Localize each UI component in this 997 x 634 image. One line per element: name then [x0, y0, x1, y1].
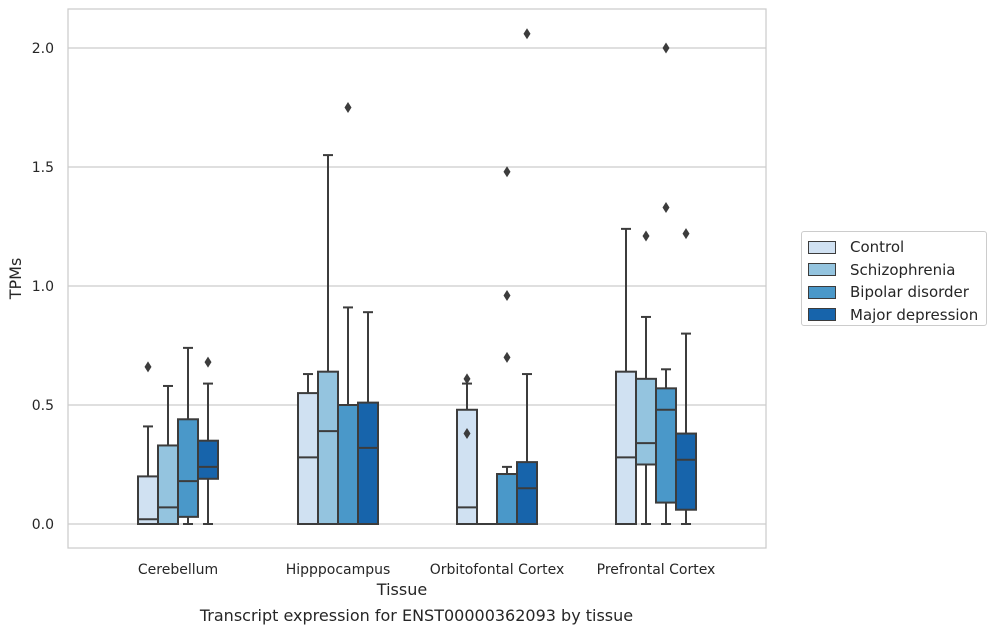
legend-label: Control: [850, 238, 905, 257]
outlier-marker: [463, 373, 471, 385]
outlier-marker: [662, 201, 670, 213]
x-axis-title: Tissue: [376, 580, 427, 599]
box-iqr: [357, 401, 379, 525]
box-iqr: [197, 439, 219, 480]
box-bipolar-disorder: [177, 346, 199, 525]
box-control: [297, 373, 319, 525]
box-iqr: [615, 370, 637, 525]
legend-item: Major depression: [808, 304, 986, 327]
box-schizophrenia: [635, 230, 657, 525]
box-iqr: [317, 370, 339, 525]
outlier-marker: [523, 28, 531, 40]
box-control: [456, 373, 478, 526]
outlier-marker: [463, 428, 471, 440]
y-tick-label: 2.0: [32, 41, 54, 57]
box-schizophrenia: [157, 384, 179, 525]
outlier-marker: [144, 361, 152, 373]
legend-label: Major depression: [850, 305, 979, 324]
outlier-marker: [642, 230, 650, 242]
box-major-depression: [675, 228, 697, 525]
outlier-marker: [204, 356, 212, 368]
outlier-marker: [344, 102, 352, 113]
legend-swatch: [808, 308, 836, 322]
box-control: [615, 227, 637, 525]
box-iqr: [635, 377, 657, 466]
box-major-depression: [197, 356, 219, 525]
box-iqr: [516, 461, 538, 525]
box-iqr: [675, 432, 697, 511]
legend-swatch: [808, 263, 836, 277]
x-tick-label: Orbitofontal Cortex: [430, 562, 565, 578]
box-iqr: [137, 475, 159, 525]
x-axis-ticks: Cerebellum Hipppocampus Orbitofontal Corte…: [138, 562, 715, 578]
figure-caption: Transcript expression for ENST0000036209…: [199, 606, 634, 625]
y-tick-label: 1.5: [32, 160, 54, 176]
box-iqr: [157, 444, 179, 525]
box-major-depression: [516, 28, 538, 525]
y-axis-title: TPMs: [6, 258, 25, 301]
box-bipolar-disorder: [496, 166, 518, 525]
outlier-marker: [503, 166, 511, 178]
outlier-marker: [682, 228, 690, 240]
box-iqr: [456, 408, 478, 526]
legend-swatch: [808, 240, 836, 254]
outlier-marker: [503, 351, 511, 363]
box-bipolar-disorder: [655, 42, 677, 525]
box-iqr: [297, 392, 319, 525]
box-bipolar-disorder: [337, 102, 359, 525]
box-iqr: [655, 387, 677, 504]
box-control: [137, 361, 159, 525]
plot-area-frame: [67, 8, 767, 549]
x-tick-label: Hipppocampus: [286, 562, 391, 578]
y-tick-label: 0.5: [32, 398, 54, 414]
box-iqr: [496, 473, 518, 525]
outlier-marker: [503, 290, 511, 302]
box-major-depression: [357, 311, 379, 525]
legend: Control Schizophrenia Bipolar disorder Majo…: [801, 231, 987, 326]
boxes: [137, 28, 697, 526]
legend-label: Schizophrenia: [850, 260, 956, 279]
x-tick-label: Cerebellum: [138, 562, 218, 578]
y-axis-ticks: 0.0 0.5 1.0 1.5 2.0: [32, 41, 54, 533]
legend-label: Bipolar disorder: [850, 283, 969, 302]
x-tick-label: Prefrontal Cortex: [597, 562, 716, 578]
legend-item: Schizophrenia: [808, 259, 986, 282]
outlier-marker: [662, 42, 670, 54]
box-iqr: [337, 404, 359, 525]
y-tick-label: 1.0: [32, 279, 54, 295]
box-schizophrenia: [317, 154, 339, 525]
y-tick-label: 0.0: [32, 517, 54, 533]
legend-item: Bipolar disorder: [808, 281, 986, 304]
legend-item: Control: [808, 236, 986, 259]
legend-swatch: [808, 285, 836, 299]
box-iqr: [177, 418, 199, 518]
